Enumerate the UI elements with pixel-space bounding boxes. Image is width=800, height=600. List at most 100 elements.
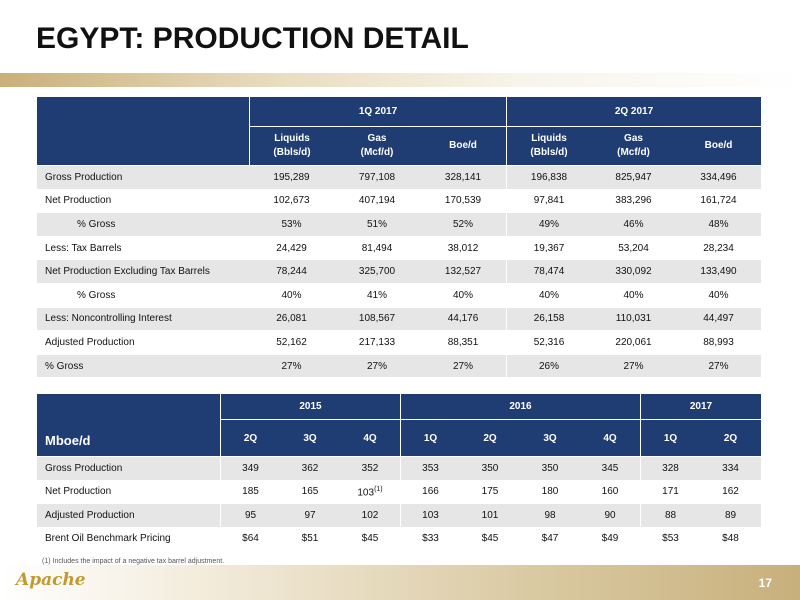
quarterly-production-table: Mboe/d 2015 2016 2017 2Q 3Q 4Q 1Q 2Q 3Q 4Q 1Q 2Q… <box>37 394 761 550</box>
table-cell: 78,474 <box>506 259 591 283</box>
quarter-header: 1Q <box>400 420 460 456</box>
table-cell: 220,061 <box>591 330 676 354</box>
quarter-header: 2Q <box>220 420 280 456</box>
table-cell: 40% <box>506 282 591 307</box>
table-cell: 27% <box>249 353 334 378</box>
table-cell: 217,133 <box>334 330 420 354</box>
table-cell: 108,567 <box>334 306 420 331</box>
table-row: Adjusted Production 95 97 102 103 101 98 90 88 89 <box>37 503 761 527</box>
table-cell: 171 <box>640 479 700 503</box>
cell-value: $51 <box>301 533 319 545</box>
table-cell: 52,316 <box>506 330 591 354</box>
period-header-2q-2017: 2Q 2017 <box>506 97 761 127</box>
table-cell: 24,429 <box>249 235 334 260</box>
table-cell: 27% <box>420 353 506 378</box>
cell-value: $33 <box>422 533 439 545</box>
table-cell: 353 <box>400 456 460 480</box>
column-header: Gas (Mcf/d) <box>591 127 676 165</box>
table-cell: 53% <box>249 212 334 236</box>
table-cell: 40% <box>249 282 334 307</box>
table-cell: 38,012 <box>420 235 506 260</box>
table-cell: 196,838 <box>506 165 591 189</box>
table-cell: 407,194 <box>334 188 420 213</box>
table-cell: 26,081 <box>249 306 334 331</box>
quarter-header: 2Q <box>700 420 761 456</box>
cell-value: 165 <box>301 486 319 498</box>
table-cell: 49% <box>506 212 591 236</box>
cell-value: 103 <box>422 509 439 521</box>
table-cell: $33 <box>400 526 460 550</box>
footer-band <box>0 565 800 600</box>
period-header-1q-2017: 1Q 2017 <box>249 97 506 127</box>
table-cell: 19,367 <box>506 235 591 260</box>
column-header: Liquids (Bbls/d) <box>249 127 334 165</box>
cell-value: 90 <box>604 509 616 521</box>
column-header: Liquids (Bbls/d) <box>506 127 591 165</box>
table-cell: 350 <box>460 456 520 480</box>
table-cell: 160 <box>580 479 640 503</box>
cell-value: 166 <box>422 486 439 498</box>
table-cell: 44,176 <box>420 306 506 331</box>
table-cell: 325,700 <box>334 259 420 283</box>
table-cell: 88,351 <box>420 330 506 354</box>
table-cell: 52,162 <box>249 330 334 354</box>
cell-value: 103 <box>357 486 375 498</box>
table-cell: 383,296 <box>591 188 676 213</box>
cell-value: 350 <box>481 462 499 474</box>
table-cell: 90 <box>580 503 640 527</box>
table-cell: 88 <box>640 503 700 527</box>
quarter-header: 2Q <box>460 420 520 456</box>
row-label: Gross Production <box>37 456 220 480</box>
table-cell: 102,673 <box>249 188 334 213</box>
year-header-2015: 2015 <box>220 394 400 420</box>
table-row: Net Production 185 165 103(1) 166 175 180 160 17… <box>37 479 761 503</box>
table-row: Net Production 102,673 407,194 170,539 97,84… <box>37 188 761 213</box>
cell-value: $45 <box>361 533 379 545</box>
table-cell: 170,539 <box>420 188 506 213</box>
table-cell: 97 <box>280 503 340 527</box>
cell-value: 334 <box>722 462 739 474</box>
table-cell: $45 <box>340 526 400 550</box>
table-cell: 41% <box>334 282 420 307</box>
table-cell: $48 <box>700 526 761 550</box>
cell-value: 362 <box>301 462 319 474</box>
cell-value: 162 <box>722 486 739 498</box>
table-cell: 52% <box>420 212 506 236</box>
row-label: % Gross <box>37 212 249 236</box>
table-cell: 345 <box>580 456 640 480</box>
cell-value: 97 <box>304 509 316 521</box>
table-cell: 161,724 <box>676 188 761 213</box>
table-cell: 195,289 <box>249 165 334 189</box>
table-cell: 98 <box>520 503 580 527</box>
cell-value: 98 <box>544 509 556 521</box>
table-cell: $49 <box>580 526 640 550</box>
row-label: Net Production Excluding Tax Barrels <box>37 259 249 283</box>
table-cell: 132,527 <box>420 259 506 283</box>
quarter-header: 4Q <box>580 420 640 456</box>
table-row: Gross Production 195,289 797,108 328,141 196… <box>37 165 761 189</box>
table-cell: 26% <box>506 353 591 378</box>
table-cell: 40% <box>420 282 506 307</box>
row-label: Adjusted Production <box>37 330 249 354</box>
cell-value: 345 <box>601 462 619 474</box>
table-cell: 97,841 <box>506 188 591 213</box>
cell-value: 185 <box>242 486 259 498</box>
table-cell: 352 <box>340 456 400 480</box>
table-row: Brent Oil Benchmark Pricing $64 $51 $45 $33 $… <box>37 526 761 550</box>
table-cell: $45 <box>460 526 520 550</box>
cell-value: 175 <box>481 486 499 498</box>
row-label: Less: Noncontrolling Interest <box>37 306 249 331</box>
table-cell: 185 <box>220 479 280 503</box>
table-cell: 81,494 <box>334 235 420 260</box>
cell-value: 353 <box>422 462 439 474</box>
cell-value: 180 <box>541 486 559 498</box>
footnote: (1) Includes the impact of a negative ta… <box>42 558 225 565</box>
year-header-2017: 2017 <box>640 394 761 420</box>
table-cell: 89 <box>700 503 761 527</box>
cell-value: 328 <box>662 462 679 474</box>
table-cell: $47 <box>520 526 580 550</box>
table-cell: 328 <box>640 456 700 480</box>
table-corner-header <box>37 97 249 165</box>
footnote-marker: (1) <box>374 485 383 493</box>
cell-value: $47 <box>541 533 559 545</box>
